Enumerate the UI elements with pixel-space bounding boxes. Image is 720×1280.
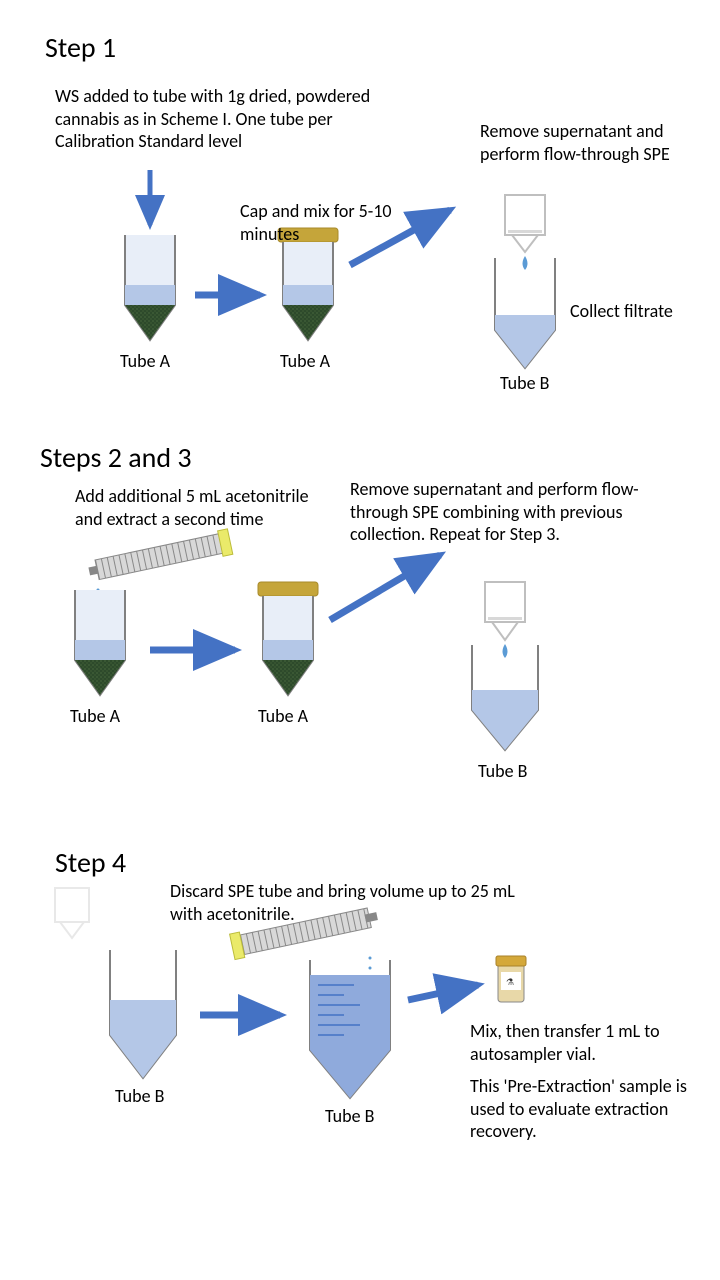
syringe-step23 <box>87 529 233 584</box>
svg-text:⚗: ⚗ <box>506 977 514 988</box>
label-tubeB1-s4: Tube B <box>115 1085 164 1107</box>
step1-mix: Cap and mix for 5-10 minutes <box>240 200 410 245</box>
step4-title: Step 4 <box>55 845 126 880</box>
step1-desc: WS added to tube with 1g dried, powdered… <box>55 85 375 153</box>
tube-a1-step23 <box>75 590 125 695</box>
step1-filtrate: Collect filtrate <box>570 300 673 322</box>
step4-mix: Mix, then transfer 1 mL to autosampler v… <box>470 1020 690 1065</box>
step1-spe: Remove supernatant and perform flow-thro… <box>480 120 690 165</box>
step4-note: This 'Pre-Extraction' sample is used to … <box>470 1075 690 1143</box>
autosampler-vial: ⚗ <box>496 956 526 1002</box>
label-tubeB-s1: Tube B <box>500 372 549 394</box>
spe-tube-b-step23 <box>472 582 538 750</box>
drop <box>369 967 372 970</box>
label-tubeA2-s1: Tube A <box>280 350 330 372</box>
tube-b2-step4 <box>310 960 390 1098</box>
step23-spe: Remove supernatant and perform flow-thro… <box>350 478 670 546</box>
drop <box>369 957 372 960</box>
step23-title: Steps 2 and 3 <box>40 440 192 475</box>
tube-b1-step4 <box>110 950 176 1078</box>
label-tubeA2-s23: Tube A <box>258 705 308 727</box>
discarded-spe <box>55 888 89 938</box>
arrow-b2-vial <box>408 985 478 1000</box>
arrow-a2-spe-step23 <box>330 555 440 620</box>
tube-a1-step1 <box>125 235 175 340</box>
spe-tube-b-step1 <box>495 195 555 368</box>
step4-discard: Discard SPE tube and bring volume up to … <box>170 880 530 925</box>
label-tubeB-s23: Tube B <box>478 760 527 782</box>
step1-title: Step 1 <box>45 30 116 65</box>
label-tubeB2-s4: Tube B <box>325 1105 374 1127</box>
step23-add: Add additional 5 mL acetonitrile and ext… <box>75 485 325 530</box>
label-tubeA1-s1: Tube A <box>120 350 170 372</box>
label-tubeA1-s23: Tube A <box>70 705 120 727</box>
tube-a2-step23 <box>258 582 318 695</box>
